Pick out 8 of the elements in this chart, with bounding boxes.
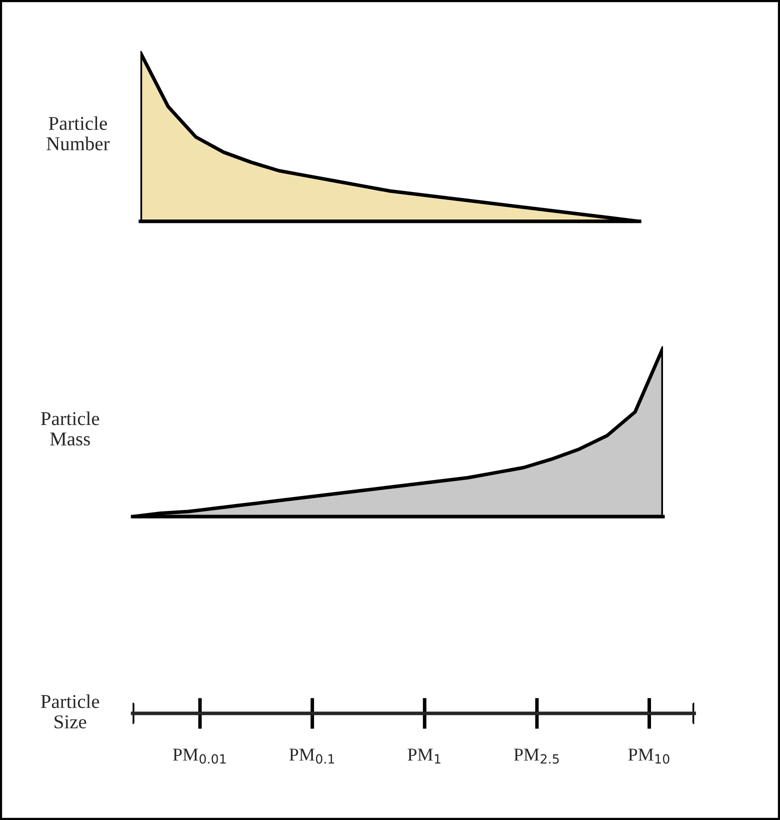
category-label: PM$_{0.01}$ [172,748,226,764]
y-axis-title: Particle Number [46,116,110,150]
category-label: PM$_{2.5}$ [514,748,559,764]
text: Particle Size [40,694,100,728]
y-axis-title: Particle Mass [40,412,100,446]
category-label: PM$_{1}$ [408,748,440,764]
category-label: PM$_{0.1}$ [289,748,334,764]
category-label: PM$_{10}$ [628,748,670,764]
